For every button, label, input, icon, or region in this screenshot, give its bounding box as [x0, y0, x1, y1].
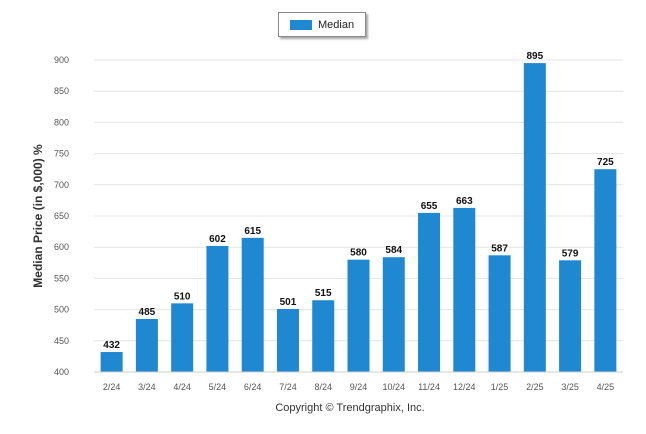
bar-value-label-3-24: 485 — [139, 307, 156, 318]
y-tick-label-900: 900 — [54, 55, 69, 65]
bar-11-24 — [418, 212, 441, 372]
y-tick-label-750: 750 — [54, 149, 69, 159]
bar-value-label-6-24: 615 — [244, 226, 261, 237]
bar-value-label-11-24: 655 — [421, 201, 438, 212]
y-tick-label-550: 550 — [54, 273, 69, 283]
bar-value-label-7-24: 501 — [280, 297, 297, 308]
legend-label-median: Median — [318, 18, 355, 31]
x-tick-label-8-24: 8/24 — [314, 382, 332, 392]
x-tick-label-12-24: 12/24 — [453, 382, 476, 392]
y-tick-label-400: 400 — [54, 367, 69, 377]
bar-value-label-4-24: 510 — [174, 291, 191, 302]
y-tick-label-650: 650 — [54, 211, 69, 221]
y-tick-label-600: 600 — [54, 242, 69, 252]
y-tick-label-850: 850 — [54, 86, 69, 96]
bar-value-label-9-24: 580 — [350, 248, 367, 259]
bar-4-24 — [171, 303, 194, 372]
y-axis-label: Median Price (in $,000) % — [31, 144, 45, 288]
y-tick-label-800: 800 — [54, 117, 69, 127]
x-tick-label-3-24: 3/24 — [138, 382, 156, 392]
x-tick-label-4-25: 4/25 — [597, 382, 615, 392]
x-tick-label-2-24: 2/24 — [103, 382, 121, 392]
x-tick-label-1-25: 1/25 — [491, 382, 509, 392]
y-tick-label-500: 500 — [54, 305, 69, 315]
x-tick-label-4-24: 4/24 — [173, 382, 191, 392]
bar-6-24 — [241, 237, 264, 372]
bar-10-24 — [382, 257, 405, 372]
bar-value-label-2-24: 432 — [103, 340, 120, 351]
x-tick-label-10-24: 10/24 — [383, 382, 406, 392]
bar-value-label-5-24: 602 — [209, 234, 226, 245]
bar-1-25 — [488, 255, 511, 372]
legend-swatch-median — [290, 19, 312, 30]
bar-value-label-10-24: 584 — [385, 245, 402, 256]
y-tick-label-450: 450 — [54, 336, 69, 346]
x-tick-label-2-25: 2/25 — [526, 382, 544, 392]
legend: Median — [278, 12, 366, 37]
bar-value-label-4-25: 725 — [597, 157, 614, 168]
x-tick-label-11-24: 11/24 — [418, 382, 440, 392]
x-tick-label-7-24: 7/24 — [279, 382, 297, 392]
copyright-text: Copyright © Trendgraphix, Inc. — [275, 402, 425, 414]
bar-value-label-2-25: 895 — [526, 51, 543, 62]
bar-4-25 — [594, 169, 617, 372]
bar-2-24 — [100, 352, 123, 372]
x-tick-label-5-24: 5/24 — [209, 382, 227, 392]
x-tick-label-3-25: 3/25 — [561, 382, 579, 392]
bar-value-label-12-24: 663 — [456, 196, 473, 207]
bar-value-label-8-24: 515 — [315, 288, 332, 299]
bar-3-25 — [559, 260, 582, 372]
y-tick-label-700: 700 — [54, 180, 69, 190]
x-tick-label-9-24: 9/24 — [350, 382, 368, 392]
bar-5-24 — [206, 245, 229, 372]
bar-value-label-1-25: 587 — [491, 243, 508, 254]
bar-7-24 — [276, 308, 299, 372]
bar-8-24 — [312, 300, 335, 372]
bar-3-24 — [135, 318, 158, 372]
x-tick-label-6-24: 6/24 — [244, 382, 262, 392]
bar-9-24 — [347, 259, 370, 372]
bar-value-label-3-25: 579 — [562, 248, 579, 259]
bar-2-25 — [523, 63, 546, 373]
bar-12-24 — [453, 207, 476, 372]
